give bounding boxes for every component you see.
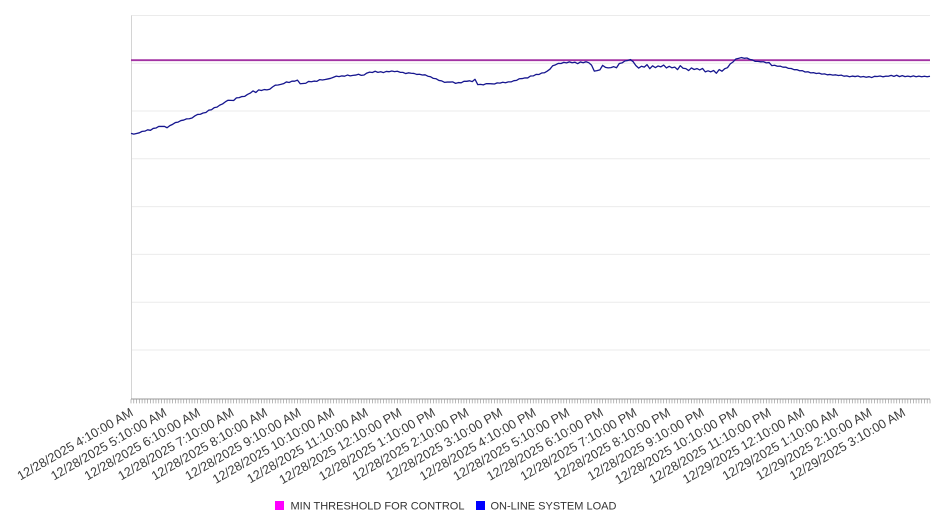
svg-text:ON-LINE SYSTEM LOAD: ON-LINE SYSTEM LOAD: [491, 501, 617, 513]
svg-text:MIN THRESHOLD FOR CONTROL: MIN THRESHOLD FOR CONTROL: [291, 501, 465, 513]
